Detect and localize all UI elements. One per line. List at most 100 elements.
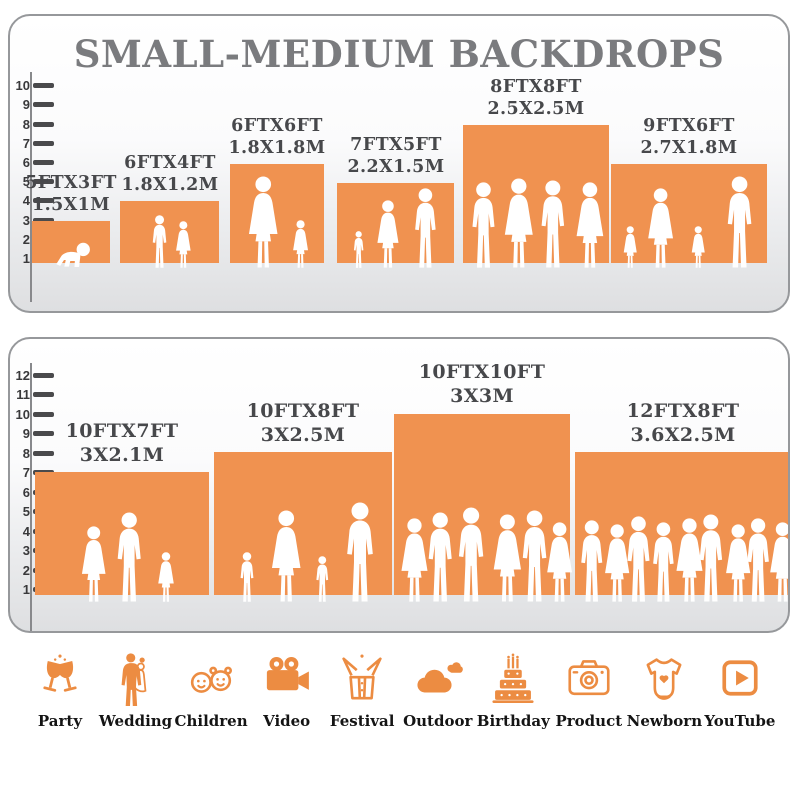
- bar-size-label: 5FTX3FT 1.5X1M: [25, 173, 117, 216]
- silhouette-group-mother-child: [248, 176, 308, 268]
- axis-tick-mark: [33, 82, 54, 88]
- axis-tick-label: 10: [15, 77, 30, 93]
- bar-size-label: 10FTX8FT 3X2.5M: [247, 400, 360, 447]
- silhouette-group-family-four: [240, 502, 373, 602]
- size-m: 1.8X1.2M: [121, 174, 219, 195]
- silhouette-group-four-adults: [472, 178, 604, 268]
- axis-tick-mark: [33, 411, 54, 417]
- size-m: 1.8X1.8M: [228, 137, 326, 158]
- size-ft: 12FTX8FT: [626, 400, 740, 422]
- category-label: Party: [37, 712, 83, 730]
- panel-small-medium-bottom: 12 11 10 9 8 7 6 5 4 3 2 1 10FTX7FT 3X2.1…: [8, 337, 790, 633]
- bar-size-label: 12FTX8FT 3.6X2.5M: [627, 400, 740, 447]
- axis-tick-mark: [33, 217, 54, 223]
- category-label: Festival: [329, 712, 395, 730]
- size-m: 1.5X1M: [32, 194, 110, 215]
- panel-small-medium-top: SMALL-MEDIUM BACKDROPS 10 9 8 7 6 5 4 3 …: [8, 14, 790, 313]
- axis-tick-label: 9: [22, 425, 30, 441]
- bar-size-label: 6FTX6FT 1.8X1.8M: [228, 116, 325, 159]
- youtube-icon: [722, 660, 758, 696]
- axis-tick-label: 4: [22, 192, 30, 208]
- children-icon: [190, 666, 233, 693]
- axis-tick-label: 10: [15, 406, 30, 422]
- size-ft: 9FTX6FT: [643, 116, 735, 136]
- axis-tick: 8: [10, 444, 54, 462]
- size-ft: 7FTX5FT: [350, 135, 442, 155]
- category-item-newborn: Newborn: [627, 650, 702, 780]
- category-label: Children: [174, 712, 248, 730]
- category-item-youtube: YouTube: [704, 650, 776, 780]
- outdoor-icon: [417, 662, 463, 693]
- axis-tick-mark: [33, 101, 54, 107]
- y-axis-line: [30, 363, 32, 631]
- axis-tick-label: 11: [16, 386, 30, 402]
- axis-tick: 11: [10, 385, 54, 403]
- backdrop-bar-6x6: [230, 164, 324, 263]
- heart-shape: [659, 675, 669, 684]
- y-axis-line: [30, 72, 32, 302]
- video-icon: [266, 657, 309, 691]
- axis-tick-label: 1: [22, 250, 30, 266]
- axis-tick-mark: [33, 430, 54, 436]
- size-m: 3.6X2.5M: [630, 423, 736, 446]
- axis-tick-mark: [33, 197, 54, 203]
- axis-tick: 3: [10, 211, 54, 229]
- category-label: Birthday: [476, 712, 550, 730]
- silhouette-group-two-children: [152, 215, 191, 268]
- category-item-wedding: Wedding: [98, 650, 173, 780]
- category-label: Product: [555, 712, 623, 730]
- category-item-party: Party: [24, 650, 96, 780]
- category-row: Party Wedding: [0, 650, 800, 780]
- silhouette-group-baby: [56, 242, 90, 267]
- size-ft: 10FTX10FT: [418, 361, 546, 383]
- axis-tick-label: 5: [22, 173, 30, 189]
- axis-tick: 4: [10, 191, 54, 209]
- axis-tick-label: 5: [22, 503, 30, 519]
- axis-tick-label: 7: [22, 464, 30, 480]
- axis-tick-label: 12: [15, 367, 30, 383]
- size-ft: 10FTX7FT: [65, 420, 179, 442]
- axis-tick-label: 2: [22, 562, 30, 578]
- axis-tick-label: 8: [22, 445, 30, 461]
- bar-size-label: 6FTX4FT 1.8X1.2M: [121, 153, 218, 196]
- axis-tick: 7: [10, 134, 54, 152]
- newborn-icon: [646, 658, 682, 700]
- festival-icon: [342, 654, 382, 700]
- page-title: SMALL-MEDIUM BACKDROPS: [73, 32, 725, 76]
- size-m: 3X2.1M: [79, 443, 165, 466]
- silhouette-group-family-three: [353, 188, 436, 268]
- size-m: 2.2X1.5M: [347, 156, 445, 177]
- bar-size-label: 7FTX5FT 2.2X1.5M: [347, 135, 444, 178]
- axis-tick-label: 6: [22, 154, 30, 170]
- category-label: Wedding: [98, 712, 173, 730]
- axis-tick: 10: [10, 405, 54, 423]
- axis-tick: 12: [10, 366, 54, 384]
- axis-tick-mark: [33, 391, 54, 397]
- silhouette-group-crowd: [581, 514, 788, 602]
- axis-tick: 10: [10, 76, 54, 94]
- size-m: 3X2.5M: [260, 423, 346, 446]
- axis-tick-label: 1: [22, 581, 30, 597]
- axis-tick-label: 3: [22, 212, 30, 228]
- silhouette-group-six-adults: [401, 507, 572, 602]
- size-m: 2.5X2.5M: [487, 98, 585, 119]
- bar-size-label: 8FTX8FT 2.5X2.5M: [487, 77, 584, 120]
- wedding-icon: [121, 653, 146, 706]
- axis-tick-label: 7: [22, 135, 30, 151]
- category-item-outdoor: Outdoor: [402, 650, 474, 780]
- axis-tick: 9: [10, 424, 54, 442]
- axis-tick-label: 9: [22, 96, 30, 112]
- axis-tick-mark: [33, 372, 54, 378]
- axis-tick-label: 8: [22, 116, 30, 132]
- size-ft: 5FTX3FT: [25, 173, 117, 193]
- size-ft: 10FTX8FT: [246, 400, 360, 422]
- category-item-video: Video: [251, 650, 323, 780]
- axis-tick: 9: [10, 95, 54, 113]
- size-ft: 6FTX6FT: [231, 116, 323, 136]
- size-ft: 8FTX8FT: [490, 77, 582, 97]
- category-item-birthday: Birthday: [476, 650, 550, 780]
- axis-tick: 8: [10, 115, 54, 133]
- category-label: YouTube: [704, 712, 776, 730]
- axis-tick-mark: [33, 178, 54, 184]
